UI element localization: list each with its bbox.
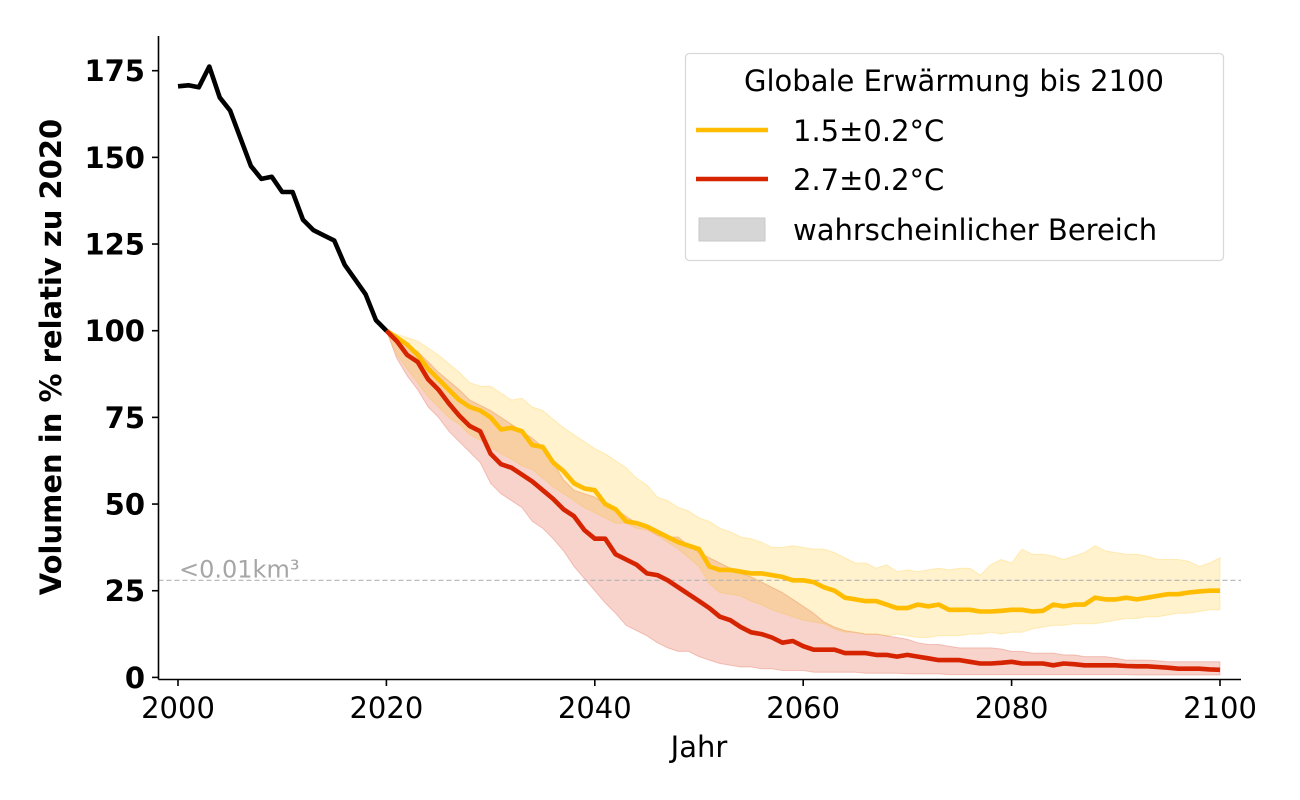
threshold-annotation: <0.01km³ bbox=[158, 555, 1241, 583]
series-line-2-7-0-2-c bbox=[384, 329, 1221, 673]
band-1-5-0-2-c bbox=[385, 329, 1221, 638]
x-tick-label: 2000 bbox=[141, 691, 215, 725]
x-tick-label: 2040 bbox=[558, 691, 632, 725]
series-line-1-5-0-2-c bbox=[385, 328, 1220, 614]
y-tick-label: 75 bbox=[105, 401, 145, 435]
uncertainty-bands bbox=[385, 329, 1221, 676]
y-tick-label: 0 bbox=[125, 661, 145, 695]
legend-label-1-5c: 1.5±0.2°C bbox=[793, 114, 944, 148]
y-tick-label: 150 bbox=[84, 141, 145, 175]
series-line-historisch bbox=[177, 64, 389, 333]
x-tick-label: 2080 bbox=[975, 691, 1049, 725]
y-tick-label: 25 bbox=[105, 574, 145, 608]
y-tick-label: 100 bbox=[84, 314, 145, 348]
legend-swatch-range bbox=[698, 217, 766, 242]
threshold-label: <0.01km³ bbox=[179, 555, 299, 583]
legend: Globale Erwärmung bis 2100 1.5±0.2°C 2.7… bbox=[684, 52, 1225, 262]
legend-frame bbox=[684, 52, 1225, 262]
y-ticks: 0 25 50 75 100 125 150 175 bbox=[84, 54, 159, 695]
x-axis-label: Jahr bbox=[669, 730, 728, 764]
y-tick-label: 175 bbox=[84, 54, 145, 88]
legend-label-range: wahrscheinlicher Bereich bbox=[793, 213, 1157, 247]
y-axis-label: Volumen in % relativ zu 2020 bbox=[34, 119, 68, 595]
legend-title: Globale Erwärmung bis 2100 bbox=[744, 64, 1164, 98]
x-tick-label: 2060 bbox=[766, 691, 840, 725]
y-tick-label: 50 bbox=[105, 488, 145, 522]
x-tick-label: 2020 bbox=[349, 691, 423, 725]
x-ticks: 2000 2020 2040 2060 2080 2100 bbox=[141, 679, 1257, 725]
series-lines bbox=[177, 64, 1221, 673]
y-tick-label: 125 bbox=[84, 228, 145, 262]
legend-label-2-7c: 2.7±0.2°C bbox=[793, 163, 944, 197]
x-tick-label: 2100 bbox=[1183, 691, 1257, 725]
